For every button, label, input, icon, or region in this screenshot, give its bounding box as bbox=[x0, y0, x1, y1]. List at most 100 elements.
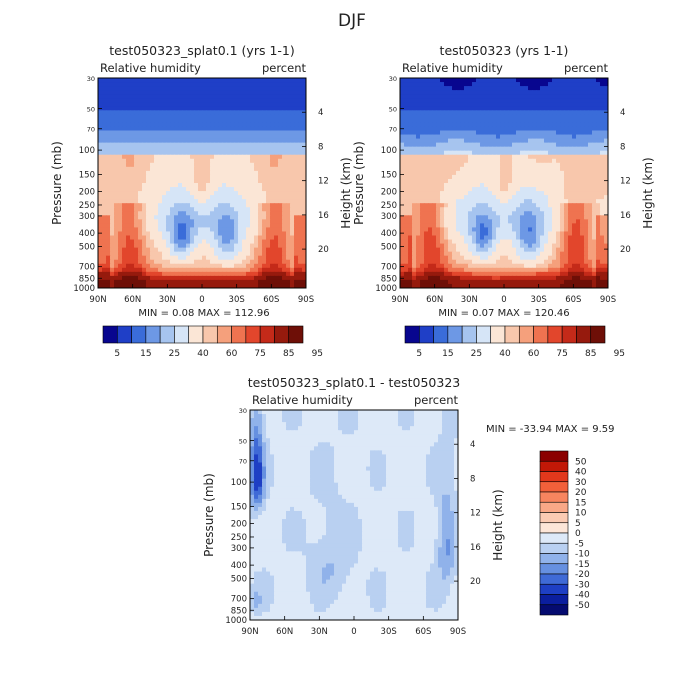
y-tick-label: 700 bbox=[79, 263, 95, 273]
field-cell bbox=[452, 211, 457, 216]
field-cell bbox=[440, 118, 445, 124]
field-cell bbox=[512, 86, 517, 91]
field-cell bbox=[230, 279, 235, 285]
field-cell bbox=[210, 227, 215, 233]
field-cell bbox=[190, 247, 195, 253]
field-cell bbox=[592, 78, 597, 83]
field-cell bbox=[138, 82, 143, 87]
field-cell bbox=[472, 170, 477, 176]
field-cell bbox=[166, 110, 171, 115]
field-cell bbox=[484, 178, 489, 184]
field-cell bbox=[190, 195, 195, 200]
field-cell bbox=[294, 130, 299, 136]
field-cell bbox=[440, 195, 445, 200]
field-cell bbox=[186, 110, 191, 115]
field-cell bbox=[476, 227, 481, 233]
field-cell bbox=[242, 126, 247, 132]
field-cell bbox=[552, 118, 557, 124]
field-cell bbox=[500, 114, 505, 119]
field-cell bbox=[544, 110, 549, 115]
field-cell bbox=[162, 102, 167, 107]
field-cell bbox=[432, 94, 437, 99]
field-cell bbox=[142, 227, 147, 233]
field-cell bbox=[162, 106, 167, 111]
field-cell bbox=[290, 259, 295, 265]
field-cell bbox=[600, 86, 605, 91]
field-cell bbox=[174, 126, 179, 132]
field-cell bbox=[460, 243, 465, 249]
field-cell bbox=[456, 94, 461, 99]
field-cell bbox=[170, 227, 175, 233]
field-cell bbox=[412, 118, 417, 124]
field-cell bbox=[238, 227, 243, 233]
field-cell bbox=[552, 94, 557, 99]
field-cell bbox=[230, 195, 235, 200]
field-cell bbox=[166, 231, 171, 237]
field-cell bbox=[444, 191, 449, 196]
field-cell bbox=[114, 191, 119, 196]
field-cell bbox=[218, 211, 223, 216]
field-cell bbox=[596, 78, 601, 83]
field-cell bbox=[118, 150, 123, 156]
field-cell bbox=[106, 102, 111, 107]
field-cell bbox=[552, 178, 557, 184]
field-cell bbox=[134, 110, 139, 115]
field-cell bbox=[238, 174, 243, 180]
field-cell bbox=[488, 102, 493, 107]
field-cell bbox=[206, 263, 211, 269]
field-cell bbox=[210, 114, 215, 119]
field-cell bbox=[182, 142, 187, 148]
field-cell bbox=[286, 138, 291, 144]
field-cell bbox=[464, 215, 469, 220]
field-cell bbox=[174, 138, 179, 144]
field-cell bbox=[182, 247, 187, 253]
field-cell bbox=[250, 255, 255, 261]
field-cell bbox=[182, 166, 187, 172]
field-cell bbox=[202, 215, 207, 220]
field-cell bbox=[206, 130, 211, 136]
field-cell bbox=[126, 267, 131, 273]
field-cell bbox=[484, 191, 489, 196]
field-cell bbox=[524, 126, 529, 132]
field-cell bbox=[174, 166, 179, 172]
field-cell bbox=[186, 275, 191, 281]
field-cell bbox=[568, 154, 573, 160]
field-cell bbox=[572, 130, 577, 136]
field-cell bbox=[122, 251, 127, 257]
field-cell bbox=[278, 235, 283, 241]
field-cell bbox=[480, 154, 485, 160]
field-cell bbox=[552, 207, 557, 212]
field-cell bbox=[516, 219, 521, 224]
field-cell bbox=[102, 231, 107, 237]
field-cell bbox=[580, 118, 585, 124]
field-cell bbox=[484, 247, 489, 253]
field-cell bbox=[524, 94, 529, 99]
field-cell bbox=[214, 211, 219, 216]
field-cell bbox=[488, 207, 493, 212]
field-cell bbox=[162, 114, 167, 119]
field-cell bbox=[234, 170, 239, 176]
field-cell bbox=[520, 203, 525, 208]
field-cell bbox=[440, 235, 445, 241]
field-cell bbox=[162, 199, 167, 204]
field-cell bbox=[468, 110, 473, 115]
field-cell bbox=[182, 279, 187, 285]
field-cell bbox=[424, 162, 429, 168]
field-cell bbox=[150, 166, 155, 172]
field-cell bbox=[468, 146, 473, 152]
field-cell bbox=[532, 207, 537, 212]
field-cell bbox=[214, 150, 219, 156]
field-cell bbox=[420, 150, 425, 156]
field-cell bbox=[596, 174, 601, 180]
field-cell bbox=[274, 134, 279, 140]
field-cell bbox=[544, 162, 549, 168]
field-cell bbox=[436, 178, 441, 184]
field-cell bbox=[532, 195, 537, 200]
field-cell bbox=[596, 94, 601, 99]
field-cell bbox=[130, 251, 135, 257]
field-cell bbox=[138, 251, 143, 257]
field-cell bbox=[186, 239, 191, 245]
field-cell bbox=[146, 166, 151, 172]
field-cell bbox=[182, 211, 187, 216]
field-cell bbox=[548, 191, 553, 196]
